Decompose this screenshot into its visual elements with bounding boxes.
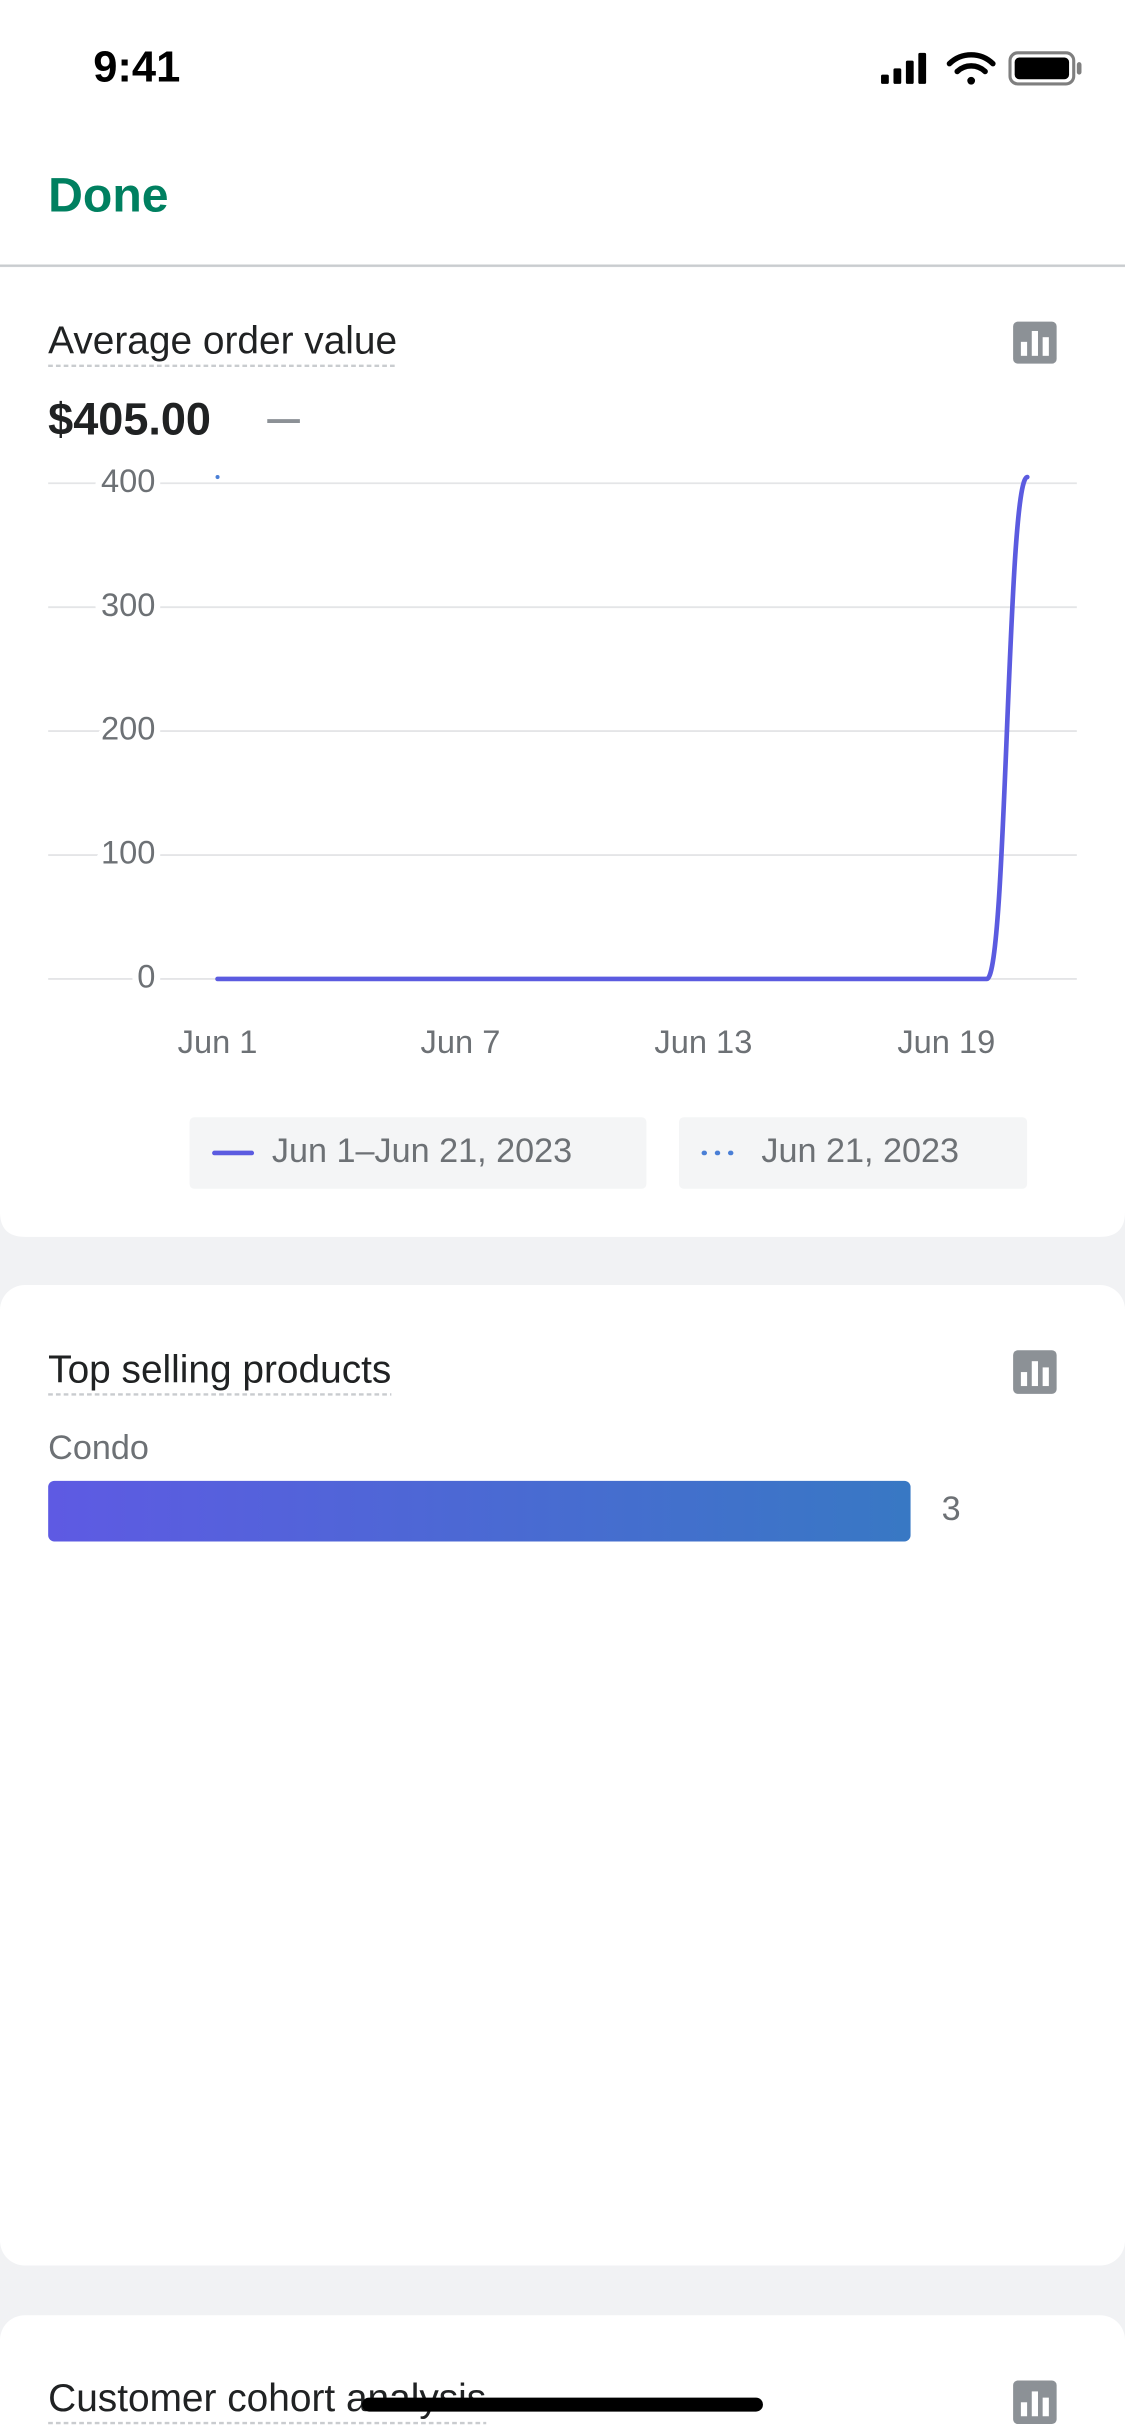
wifi-icon bbox=[946, 52, 996, 85]
x-tick-label: Jun 7 bbox=[421, 1023, 501, 1060]
line-point bbox=[215, 475, 220, 480]
legend-item bbox=[679, 1117, 1028, 1189]
status-time: 9:41 bbox=[93, 43, 180, 91]
header-bg bbox=[0, 0, 1125, 266]
x-tick-label: Jun 19 bbox=[897, 1023, 995, 1060]
home-indicator bbox=[362, 2397, 763, 2412]
value-label: 3 bbox=[942, 1490, 961, 1528]
legend-label: Jun 21, 2023 bbox=[761, 1132, 959, 1170]
card bbox=[0, 2315, 1125, 2436]
bar bbox=[48, 1480, 911, 1542]
y-tick-label: 300 bbox=[101, 586, 155, 623]
y-tick-label: 100 bbox=[101, 834, 155, 871]
chart-icon[interactable] bbox=[1013, 321, 1057, 364]
card bbox=[0, 267, 1125, 1237]
category-label: Condo bbox=[48, 1429, 149, 1467]
legend-label: Jun 1–Jun 21, 2023 bbox=[272, 1132, 572, 1170]
signal-icon bbox=[881, 52, 927, 84]
x-tick-label: Jun 1 bbox=[178, 1023, 258, 1060]
bar-chart: Condo 3 bbox=[48, 1429, 961, 1542]
chart-icon[interactable] bbox=[1013, 1350, 1057, 1394]
y-tick-label: 400 bbox=[101, 462, 155, 499]
line-series bbox=[215, 474, 1030, 982]
card-title: Average order value bbox=[48, 320, 397, 363]
battery-icon bbox=[1008, 51, 1082, 86]
card bbox=[0, 1285, 1125, 2266]
line-chart: 0 100 200 300 400 Jun 1 Jun 7 Jun 13 Jun 19 Jun 1… bbox=[48, 456, 1077, 1189]
y-tick-label: 200 bbox=[101, 710, 155, 747]
legend-item bbox=[189, 1117, 647, 1189]
summary-value: $405.00 bbox=[48, 394, 211, 445]
chart-icon[interactable] bbox=[1013, 2380, 1057, 2425]
done-button[interactable]: Done bbox=[48, 169, 168, 223]
y-tick-label: 0 bbox=[137, 958, 155, 995]
card-title: Top selling products bbox=[48, 1348, 391, 1391]
x-tick-label: Jun 13 bbox=[654, 1023, 752, 1060]
